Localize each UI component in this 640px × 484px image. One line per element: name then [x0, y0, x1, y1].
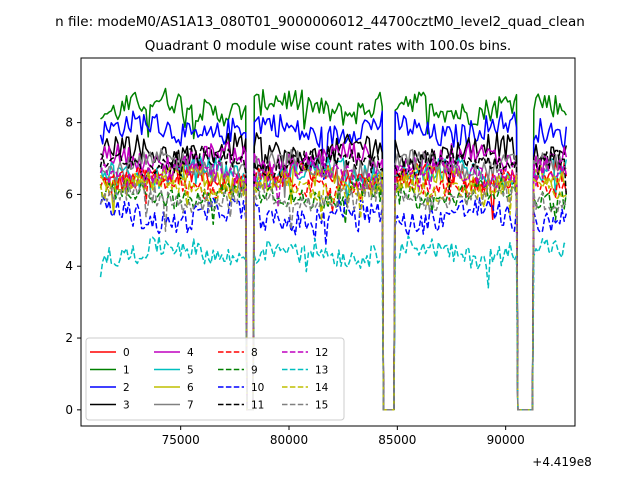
series-line-10	[99, 195, 568, 411]
legend-label-4: 4	[187, 347, 194, 359]
legend-label-9: 9	[251, 365, 258, 377]
legend-label-15: 15	[315, 400, 328, 412]
legend-label-5: 5	[187, 365, 194, 377]
figure-suptitle: n file: modeM0/AS1A13_080T01_9000006012_…	[55, 14, 585, 30]
series-line-8	[99, 166, 568, 411]
series-line-11	[99, 144, 568, 411]
x-tick-label: 90000	[487, 433, 525, 447]
legend-box	[85, 337, 345, 421]
legend-label-13: 13	[315, 365, 328, 377]
x-tick-label: 75000	[162, 433, 200, 447]
x-tick-label: 85000	[378, 433, 416, 447]
series-line-14	[99, 170, 567, 411]
y-tick-label: 6	[65, 187, 73, 201]
series-line-12	[99, 155, 568, 411]
legend-label-10: 10	[251, 382, 264, 394]
y-tick-label: 2	[65, 331, 73, 345]
series-line-5	[99, 155, 568, 411]
legend-label-12: 12	[315, 347, 328, 359]
y-tick-label: 0	[65, 403, 73, 417]
legend-label-2: 2	[123, 382, 130, 394]
plot-frame	[80, 57, 576, 427]
legend-label-7: 7	[187, 400, 194, 412]
chart-title: Quadrant 0 module wise count rates with …	[145, 38, 511, 54]
x-tick-label: 80000	[270, 433, 308, 447]
series-layer	[99, 87, 568, 411]
series-line-15	[99, 180, 568, 411]
legend-label-6: 6	[187, 382, 194, 394]
legend-label-11: 11	[251, 400, 264, 412]
legend-label-3: 3	[123, 400, 130, 412]
x-offset-label: +4.419e8	[532, 455, 591, 469]
series-line-1	[100, 87, 567, 411]
y-tick-label: 4	[65, 259, 73, 273]
y-axis: 0 2 4 6 8	[65, 116, 81, 417]
legend-label-0: 0	[123, 347, 130, 359]
legend-label-14: 14	[315, 382, 329, 394]
series-line-13	[99, 235, 567, 411]
legend-label-1: 1	[123, 365, 130, 377]
legend-label-8: 8	[251, 347, 258, 359]
y-tick-label: 8	[65, 116, 73, 130]
x-axis: 75000 80000 85000 90000	[162, 426, 525, 447]
